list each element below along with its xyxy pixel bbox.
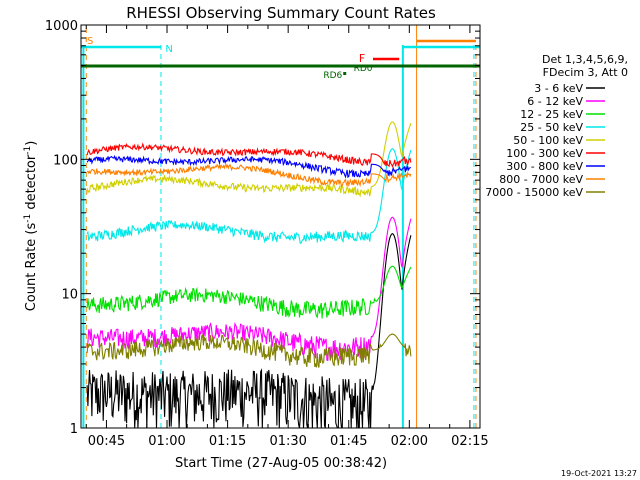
x-tick-label: 00:45 — [88, 434, 125, 449]
night-flag-label: N — [165, 44, 172, 55]
x-tick-label: 01:30 — [269, 434, 306, 449]
legend-entry-label: 50 - 100 keV — [513, 134, 583, 147]
axes-layer: 1 10 100 1000 00:45 01:00 01:15 01:30 01:45 02:00… — [45, 19, 489, 449]
y-axis-label-part3: ) — [24, 141, 39, 146]
y-tick-label: 10 — [61, 288, 78, 303]
series-line-8 — [86, 163, 412, 188]
y-axis-label-sup1: -1 — [23, 214, 33, 223]
y-axis-label-part1: Count Rate (s — [24, 223, 39, 312]
series-line-7 — [86, 154, 411, 179]
series-line-6 — [86, 142, 412, 168]
legend-entry-label: 3 - 6 keV — [534, 82, 583, 95]
plot-frame — [80, 24, 481, 429]
y-tick-label: 1000 — [45, 19, 78, 34]
rd6-marker — [343, 72, 347, 75]
legend: Det 1,3,4,5,6,9,FDecim 3, Att 0 3 - 6 keV… — [485, 53, 628, 199]
rd6-flag-label: RD6 — [323, 71, 342, 81]
legend-entry-label: 300 - 800 keV — [506, 160, 583, 173]
y-axis-label-part2: detector — [24, 154, 39, 214]
rd0-flag-label: RD0 — [354, 64, 373, 74]
series-line-1 — [86, 232, 412, 429]
series-line-2 — [86, 216, 412, 362]
series-line-9 — [86, 333, 412, 368]
series-line-3 — [86, 265, 412, 319]
x-tick-label: 01:15 — [209, 434, 246, 449]
series-layer — [86, 121, 412, 429]
legend-entry-label: 12 - 25 keV — [520, 108, 583, 121]
legend-entry-label: 6 - 12 keV — [527, 95, 583, 108]
legend-entry-label: 800 - 7000 keV — [499, 173, 583, 186]
x-tick-label: 02:00 — [391, 434, 428, 449]
x-tick-label: 01:45 — [330, 434, 367, 449]
series-line-4 — [86, 148, 412, 244]
saa-flag-label: S — [87, 36, 93, 47]
chart-title: RHESSI Observing Summary Count Rates — [126, 4, 436, 22]
y-axis-label-sup2: -1 — [23, 146, 33, 155]
legend-entry-label: 100 - 300 keV — [506, 147, 583, 160]
y-tick-label: 1 — [70, 422, 78, 437]
flare-flag-label: F — [359, 52, 365, 65]
x-tick-label: 01:00 — [148, 434, 185, 449]
y-tick-label: 100 — [53, 153, 78, 168]
x-tick-label: 02:15 — [451, 434, 488, 449]
date-stamp: 19-Oct-2021 13:27 — [561, 469, 637, 478]
series-line-5 — [86, 121, 412, 198]
legend-entry-label: 7000 - 15000 keV — [485, 186, 583, 199]
x-axis-label: Start Time (27-Aug-05 00:38:42) — [175, 456, 387, 471]
legend-entry-label: 25 - 50 keV — [520, 121, 583, 134]
legend-header-line: FDecim 3, Att 0 — [543, 66, 628, 79]
legend-header-line: Det 1,3,4,5,6,9, — [542, 53, 628, 66]
y-axis-label: Count Rate (s-1 detector-1) — [23, 141, 39, 312]
